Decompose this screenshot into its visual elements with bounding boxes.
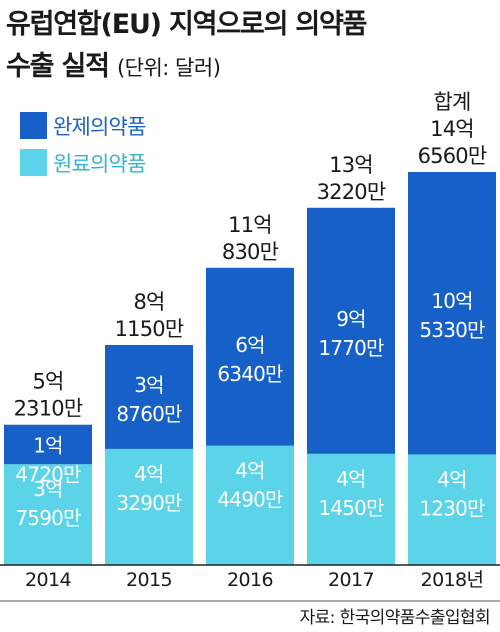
title-line-2: 수출 실적 (단위: 달러) [6,46,496,89]
chart-title: 유럽연합(EU) 지역으로의 의약품 수출 실적 (단위: 달러) [6,4,496,89]
label-total-line: 13억 [329,153,373,177]
label-total-line: 합계 [433,90,470,114]
x-tick-label: 2016 [227,569,273,591]
label-raw-line: 4억 [437,467,467,491]
label-raw-line: 4억 [235,459,265,483]
label-total-line: 8억 [133,290,164,314]
label-finished-line: 3억 [134,373,164,397]
label-total-line: 830만 [222,240,279,264]
legend: 완제의약품 원료의약품 [20,112,146,186]
title-line-1: 유럽연합(EU) 지역으로의 의약품 [6,9,368,40]
label-raw-line: 1230만 [419,496,485,520]
label-finished-line: 1770만 [318,336,384,360]
label-raw: 3억 7590만 [15,477,81,530]
label-total: 13억 3220만 [317,153,386,204]
bar-finished [4,424,92,465]
label-total: 11억 830만 [222,213,279,264]
label-finished: 3억 8760만 [116,373,182,426]
legend-label-raw: 원료의약품 [53,151,146,176]
label-total-line: 14억 [430,117,474,141]
label-raw-line: 1450만 [318,496,384,520]
legend-item-raw: 원료의약품 [20,149,146,176]
label-finished: 10억 5330만 [419,289,485,342]
label-finished-line: 8760만 [116,402,182,426]
label-finished-line: 9억 [336,307,366,331]
label-raw-line: 3290만 [116,491,182,515]
label-raw: 4억 3290만 [116,462,182,515]
bar-raw [206,445,294,565]
label-finished-line: 4720만 [15,463,81,487]
label-raw: 4억 1450만 [318,467,384,520]
label-total-line: 3220만 [317,180,386,204]
label-total: 8억 1150만 [115,290,184,341]
label-total: 5억 2310만 [14,370,83,421]
x-tick-label: 2014 [25,569,71,591]
label-finished-line: 6억 [235,333,265,357]
label-total-line: 1150만 [115,317,184,341]
title-line-2-text: 수출 실적 [6,51,110,82]
bar-raw [408,454,496,565]
x-tick-label: 2018년 [421,569,484,591]
label-total-line: 11억 [228,213,272,237]
label-total: 합계 14억 6560만 [418,90,487,168]
label-total-line: 2310만 [14,397,83,421]
label-raw: 4억 1230만 [419,467,485,520]
bar-finished [105,344,193,449]
label-finished: 9억 1770만 [318,307,384,360]
legend-swatch-finished [20,112,47,139]
label-finished-line: 10억 [431,289,472,313]
legend-label-finished: 완제의약품 [53,114,146,139]
unit-note: (단위: 달러) [116,56,221,80]
legend-item-finished: 완제의약품 [20,112,146,139]
label-finished-line: 5330만 [419,318,485,342]
label-raw-line: 7590만 [15,506,81,530]
bar-finished [408,172,496,455]
label-finished: 6억 6340만 [217,333,283,386]
bar-raw [307,453,395,565]
legend-swatch-raw [20,149,47,176]
label-total-line: 5억 [32,370,63,394]
label-raw-line: 4억 [134,462,164,486]
bar-finished [206,267,294,446]
label-raw-line: 4억 [336,467,366,491]
label-finished: 1억 4720만 [15,434,81,487]
source-note: 자료: 한국의약품수출입협회 [299,608,491,628]
label-raw-line: 3억 [33,477,63,501]
label-raw: 4억 4490만 [217,459,283,512]
x-tick-label: 2015 [126,569,172,591]
label-finished-line: 6340만 [217,362,283,386]
label-finished-line: 1억 [33,434,63,458]
bar-raw [4,464,92,565]
label-raw-line: 4490만 [217,488,283,512]
bar-raw [105,448,193,565]
x-tick-label: 2017 [328,569,374,591]
bar-finished [307,207,395,454]
label-total-line: 6560만 [418,144,487,168]
